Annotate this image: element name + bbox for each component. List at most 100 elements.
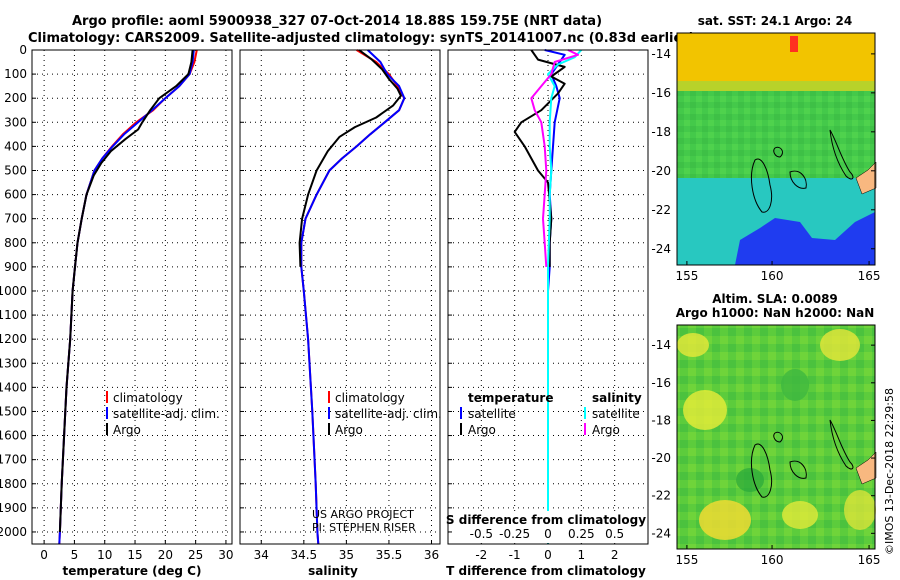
x-tick-label: 5 (71, 548, 79, 562)
altim-anomaly-2 (820, 329, 860, 361)
x-tick-label: 36 (424, 548, 439, 562)
legend-label-satellite: satellite-adj. clim. (335, 407, 442, 421)
project-annotation: US ARGO PROJECT (312, 508, 414, 521)
altim-anomaly-3 (683, 390, 727, 430)
s-diff-tick-label: -0.5 (470, 527, 493, 541)
altim-anomaly-7 (781, 369, 809, 401)
depth-tick-label: 1800 (0, 477, 27, 491)
map-x-tick-label: 160 (761, 269, 784, 283)
s-difference-tick-labels: -0.5 -0.25 0 0.25 0.5 (470, 527, 625, 541)
legend-header-salinity: salinity (592, 391, 642, 405)
x-tick-label: -2 (475, 548, 487, 562)
difference-series (513, 49, 583, 544)
series-line-climatology (300, 49, 406, 545)
legend-label-s-argo: Argo (592, 423, 620, 437)
temperature-legend: climatology satellite-adj. clim. Argo (106, 391, 220, 437)
map-y-tick-label: -18 (651, 125, 671, 139)
salinity-panel: 34 34.5 35 35.5 36 salinity climatology sate… (239, 49, 442, 578)
map-x-tick-label: 165 (858, 269, 881, 283)
depth-tick-label: 2000 (0, 525, 27, 539)
salinity-legend: climatology satellite-adj. clim. Argo (328, 391, 442, 437)
map-y-tick-label: -14 (651, 338, 671, 352)
sst-island-outline-3 (789, 170, 807, 189)
map-y-tick-label: -22 (651, 489, 671, 503)
depth-tick-label: 100 (4, 67, 27, 81)
salinity-grid (240, 50, 440, 544)
s-diff-tick-label: -0.25 (499, 527, 530, 541)
altim-title-line-1: Altim. SLA: 0.0089 (712, 292, 838, 306)
depth-tick-label: 1000 (0, 284, 27, 298)
depth-tick-label: 1100 (0, 308, 27, 322)
sst-island-outline-2 (773, 146, 783, 158)
series-line-argo (298, 49, 402, 267)
x-tick-label: 34.5 (290, 548, 317, 562)
depth-tick-label: 1500 (0, 404, 27, 418)
salinity-series (298, 49, 406, 545)
map-x-tick-label: 165 (858, 553, 881, 567)
legend-marker-s-argo (584, 423, 586, 435)
x-tick-label: 1 (578, 548, 586, 562)
depth-tick-label: 200 (4, 91, 27, 105)
legend-marker-climatology (328, 391, 330, 403)
map-y-tick-label: -16 (651, 376, 671, 390)
depth-tick-label: 1300 (0, 356, 27, 370)
temperature-series (58, 49, 198, 545)
x-tick-label: 20 (158, 548, 173, 562)
legend-label-argo: Argo (113, 423, 141, 437)
map-y-tick-label: -14 (651, 47, 671, 61)
altim-coast (855, 451, 877, 485)
depth-tick-label: 1900 (0, 501, 27, 515)
difference-xlabel: T difference from climatology (446, 564, 646, 578)
series-line-temperature-argo (513, 49, 566, 267)
sst-map-frame (676, 32, 876, 266)
depth-tick-label: 1600 (0, 429, 27, 443)
salinity-axes-frame (239, 49, 441, 545)
x-tick-label: 15 (127, 548, 142, 562)
altim-map-frame (676, 324, 876, 550)
legend-label-s-satellite: satellite (592, 407, 640, 421)
difference-legend: temperature satellite Argo salinity sate… (460, 391, 642, 437)
legend-label-climatology: climatology (335, 391, 405, 405)
s-diff-tick-label: 0.5 (605, 527, 624, 541)
x-tick-label: 35.5 (376, 548, 403, 562)
depth-tick-label: 700 (4, 212, 27, 226)
sst-island-outline-1 (751, 158, 773, 213)
legend-label-argo: Argo (335, 423, 363, 437)
sst-map-ticks: 155 160 165 -14 -16 -18 -20 -22 -24 (651, 47, 880, 283)
map-y-tick-label: -22 (651, 203, 671, 217)
depth-tick-label: 1700 (0, 453, 27, 467)
watermark: ©IMOS 13-Dec-2018 22:29:58 (883, 388, 896, 555)
map-x-tick-label: 155 (675, 269, 698, 283)
map-y-tick-label: -24 (651, 526, 671, 540)
legend-marker-satellite (106, 407, 108, 419)
x-tick-label: 0 (40, 548, 48, 562)
legend-label-climatology: climatology (113, 391, 183, 405)
series-line-argo (58, 49, 194, 533)
legend-marker-argo (328, 423, 330, 435)
map-y-tick-label: -16 (651, 86, 671, 100)
sst-cold-patch (735, 212, 875, 265)
altim-title-line-2: Argo h1000: NaN h2000: NaN (676, 306, 875, 320)
altim-anomaly-5 (782, 501, 818, 529)
legend-label-t-satellite: satellite (468, 407, 516, 421)
difference-x-ticks: -2 -1 0 1 2 (448, 49, 619, 562)
sst-reef-outline (829, 129, 854, 180)
legend-label-satellite: satellite-adj. clim. (113, 407, 220, 421)
depth-tick-label: 1200 (0, 332, 27, 346)
x-tick-label: 35 (339, 548, 354, 562)
difference-panel: -2 -1 0 1 2 T difference from climatology S … (446, 49, 649, 578)
title-line-1: Argo profile: aoml 5900938_327 07-Oct-20… (72, 14, 602, 29)
depth-tick-label: 300 (4, 115, 27, 129)
s-diff-tick-label: 0.25 (568, 527, 595, 541)
map-x-tick-label: 160 (761, 553, 784, 567)
x-tick-label: 2 (611, 548, 619, 562)
s-diff-tick-label: 0 (544, 527, 552, 541)
altim-island-outline-1 (751, 443, 773, 498)
series-line-climatology (58, 49, 198, 545)
altim-island-outline-3 (789, 460, 807, 479)
pi-annotation: PI: STEPHEN RISER (312, 521, 416, 534)
map-y-tick-label: -24 (651, 242, 671, 256)
series-line-satellite-adj-clim- (58, 49, 195, 545)
map-y-tick-label: -18 (651, 413, 671, 427)
